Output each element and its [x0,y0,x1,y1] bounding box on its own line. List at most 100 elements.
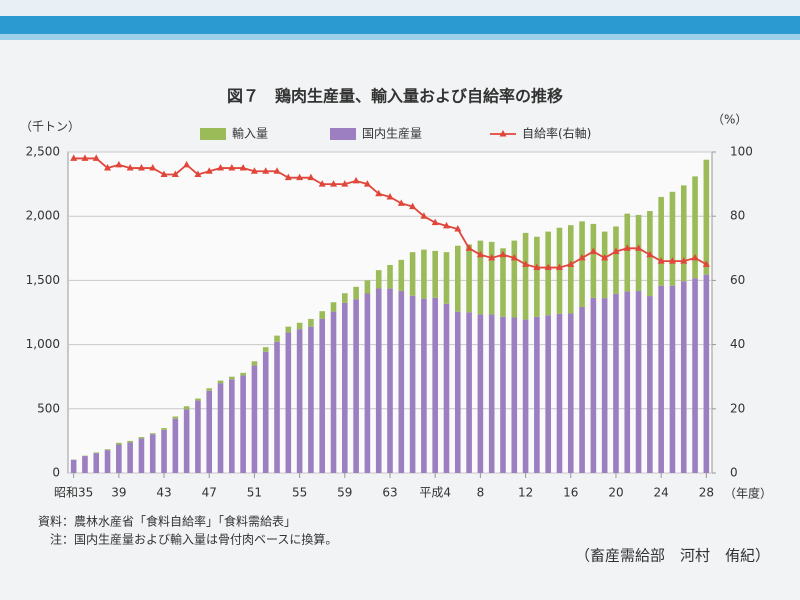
bar [534,316,540,473]
bar [624,291,631,473]
x-tick-label: 47 [202,486,217,500]
rate-marker [92,154,100,161]
x-tick-label: 8 [477,486,485,500]
bar [296,322,303,330]
rate-marker [352,176,360,184]
y2-axis-label: （%） [712,113,747,127]
rate-marker [646,250,654,258]
rate-marker [375,189,383,197]
rate-marker [668,257,676,264]
bar [195,400,201,473]
bar [466,244,472,313]
rate-marker [397,199,405,206]
y2-tick-label: 60 [730,273,745,287]
rate-marker [386,192,394,200]
bar [398,291,405,473]
bar [545,315,551,473]
rate-marker [510,253,518,261]
x-tick-label: 24 [654,486,669,500]
rate-marker [228,164,236,171]
rate-marker [454,225,462,232]
note: 注：国内生産量および輸入量は骨付肉ベースに換算。 [50,532,337,547]
rate-marker [70,154,78,161]
bar [647,296,653,473]
bar [262,347,269,352]
bar [669,191,676,286]
bar [149,434,156,473]
rate-marker [431,218,439,226]
rate-marker [205,167,213,174]
bar [500,248,506,317]
y-tick-label: 1,000 [26,337,60,351]
bar [82,456,88,473]
bar [511,240,518,318]
bar [364,280,371,294]
bar [556,313,563,473]
bar [217,383,224,473]
bar [703,159,710,275]
bar [522,319,529,473]
bar [161,429,167,473]
bar [240,375,246,473]
bar [567,225,574,314]
bar [443,252,450,304]
x-tick-label: 63 [382,486,397,500]
bar [93,453,100,473]
bar [217,380,224,384]
bar [522,232,529,320]
bar [308,318,314,327]
rate-marker [239,164,247,171]
bar [262,351,269,473]
bar [466,312,472,473]
rate-marker [420,212,428,219]
bar [285,326,292,333]
bar [172,418,179,473]
bar [488,241,495,315]
bar [183,406,190,410]
rate-marker [691,253,699,261]
bar [601,298,608,473]
bar [511,317,518,473]
rate-marker [702,260,710,267]
rate-marker [476,250,484,258]
bar [296,329,303,473]
x-tick-label: 55 [292,486,307,500]
bar [206,388,213,391]
bar [613,293,619,473]
legend-label: 自給率(右軸) [522,126,591,141]
byline: （畜産需給部 河村 侑紀） [575,547,770,565]
bar [409,295,416,473]
bar [353,286,359,300]
rate-marker [330,180,338,187]
rate-marker [217,164,225,171]
x-tick-label: 12 [518,486,533,500]
rate-marker [567,260,575,267]
bar [669,285,676,473]
bar [500,316,506,473]
rate-marker [341,180,349,187]
rate-marker [522,260,530,267]
chart-title: 図７ 鶏肉生産量、輸入量および自給率の推移 [227,87,563,106]
bar [387,288,393,473]
rate-marker [296,173,304,181]
bar [488,314,495,473]
rate-marker [104,164,112,171]
bar [579,221,585,307]
rate-marker [183,160,191,168]
x-tick-label: 39 [111,486,126,500]
y-tick-label: 500 [37,401,60,415]
rate-marker [488,253,496,261]
bar [206,390,213,473]
rate-marker [533,263,541,271]
bar [454,245,461,312]
bar [680,281,687,473]
x-tick-label: 59 [337,486,352,500]
rate-marker [601,253,609,261]
legend-marker [499,130,507,137]
rate-marker [363,180,371,187]
bar [421,298,427,473]
bar [353,299,359,473]
bar [127,440,133,443]
bar [229,379,235,473]
